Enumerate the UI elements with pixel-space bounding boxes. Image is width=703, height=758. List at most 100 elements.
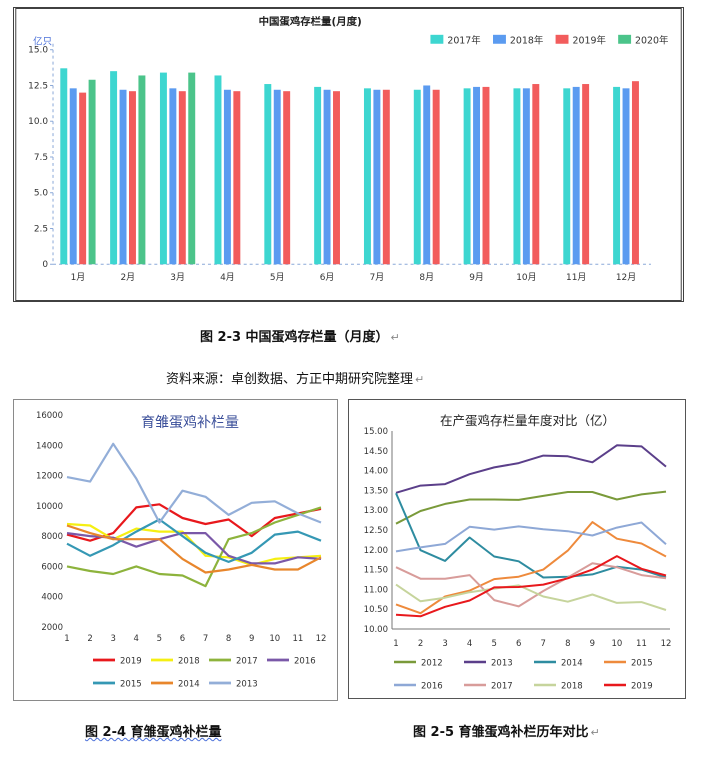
x-tick-label: 1月: [71, 272, 86, 283]
x-tick-label: 10: [269, 634, 280, 644]
chart1-title: 中国蛋鸡存栏量(月度): [259, 15, 362, 28]
bar: [159, 72, 167, 265]
figure-2-3-caption: 图 2-3 中国蛋鸡存栏量（月度） ↵: [200, 330, 400, 345]
return-mark-icon: ↵: [590, 726, 600, 739]
x-tick-label: 9: [249, 634, 254, 644]
chart2-legend: 2019 2018 2017 2016 2015 2014 2013: [93, 657, 316, 690]
y-tick-label: 16000: [36, 411, 63, 421]
legend-label: 2014: [561, 659, 583, 669]
x-tick-label: 3月: [170, 272, 185, 283]
bar: [178, 91, 186, 265]
series-line: [66, 506, 322, 588]
x-tick-label: 5: [491, 639, 496, 649]
chart1-legend: 2017年 2018年 2019年 2020年: [430, 34, 668, 46]
brooding-replenishment-line-chart: 育雏蛋鸡补栏量 2000 4000 6000 8000 10000 12000 14000 1…: [13, 399, 338, 701]
x-tick-label: 8月: [419, 272, 434, 283]
bar: [532, 84, 540, 265]
x-tick-label: 11: [292, 634, 303, 644]
x-tick-label: 1: [64, 634, 69, 644]
chart3-title: 在产蛋鸡存栏量年度对比（亿）: [440, 413, 615, 428]
bar: [169, 88, 177, 265]
x-tick-label: 3: [442, 639, 447, 649]
bar: [69, 88, 77, 265]
y-tick-label: 13.50: [364, 486, 388, 496]
bar: [563, 88, 571, 265]
x-tick-label: 7月: [370, 272, 385, 283]
series-line: [66, 524, 322, 574]
bar: [188, 72, 196, 265]
x-tick-label: 2: [87, 634, 92, 644]
bar: [88, 79, 96, 265]
y-tick-label: 14.00: [364, 467, 388, 477]
bar: [373, 89, 381, 265]
y-tick-label: 12.50: [364, 526, 388, 536]
series-line: [66, 442, 322, 524]
chart1-unit-label: 亿只: [33, 36, 52, 48]
legend-swatch: [493, 34, 506, 44]
y-tick-label: 2000: [41, 623, 63, 633]
bar: [79, 92, 87, 265]
y-tick-label: 15.00: [364, 427, 388, 437]
y-tick-label: 10.00: [364, 625, 388, 635]
x-tick-label: 6: [516, 639, 521, 649]
x-tick-label: 10: [611, 639, 622, 649]
series-line: [66, 518, 322, 563]
bar: [214, 75, 222, 265]
x-tick-label: 2: [418, 639, 423, 649]
return-mark-icon: ↵: [415, 373, 425, 386]
y-tick-label: 6000: [41, 562, 63, 572]
bar: [482, 86, 490, 265]
bar: [522, 88, 530, 265]
x-tick-label: 4: [467, 639, 472, 649]
y-tick-label: 8000: [41, 532, 63, 542]
bar: [473, 86, 481, 265]
data-source-note: 资料来源：卓创数据、方正中期研究院整理 ↵: [166, 372, 425, 387]
bar: [314, 86, 322, 265]
x-tick-label: 4月: [220, 272, 235, 283]
x-tick-label: 5: [157, 634, 162, 644]
bar: [631, 81, 639, 265]
legend-label: 2017年: [447, 34, 480, 46]
legend-label: 2015: [120, 680, 142, 690]
legend-label: 2017: [491, 682, 513, 692]
legend-label: 2020年: [635, 34, 668, 46]
y-tick-label: 13.00: [364, 506, 388, 516]
chart3-lines: [395, 444, 667, 618]
y-tick-label: 2.5: [34, 224, 48, 234]
x-tick-label: 10月: [516, 272, 536, 283]
monthly-layer-stock-bar-chart: 中国蛋鸡存栏量(月度) 亿只 0 2.5 5.0 7.5 10.0 12.5 15.0 1月 2…: [13, 7, 684, 302]
bar: [110, 71, 118, 265]
y-tick-label: 12000: [36, 472, 63, 482]
bar: [572, 86, 580, 265]
bar: [382, 89, 390, 265]
bar: [128, 91, 136, 265]
bar: [613, 86, 621, 265]
x-tick-label: 12月: [616, 272, 636, 283]
bar: [333, 91, 340, 265]
y-tick-label: 12.5: [28, 81, 48, 91]
legend-label: 2016: [294, 657, 316, 667]
legend-label: 2018: [178, 657, 200, 667]
y-tick-label: 14.50: [364, 447, 388, 457]
bar: [413, 89, 421, 265]
x-tick-label: 2月: [120, 272, 135, 283]
bar: [432, 89, 440, 265]
series-line: [395, 492, 667, 579]
x-tick-label: 8: [226, 634, 231, 644]
y-tick-label: 0: [42, 260, 48, 270]
x-tick-label: 6月: [320, 272, 335, 283]
bar: [233, 91, 241, 265]
bar: [463, 88, 471, 265]
chart3-axes: 10.00 10.50 11.00 11.50 12.00 12.50 13.00 13.50…: [364, 427, 672, 649]
y-tick-label: 10.0: [28, 117, 48, 127]
y-tick-label: 10000: [36, 502, 63, 512]
series-line: [395, 444, 667, 494]
y-tick-label: 12.00: [364, 546, 388, 556]
legend-label: 2012: [421, 659, 443, 669]
chart1-bars: [60, 68, 639, 265]
series-line: [395, 555, 667, 618]
bar: [273, 89, 281, 265]
legend-swatch: [618, 34, 632, 44]
figure-2-4-caption: 图 2-4 育雏蛋鸡补栏量: [85, 725, 222, 740]
legend-label: 2015: [631, 659, 653, 669]
